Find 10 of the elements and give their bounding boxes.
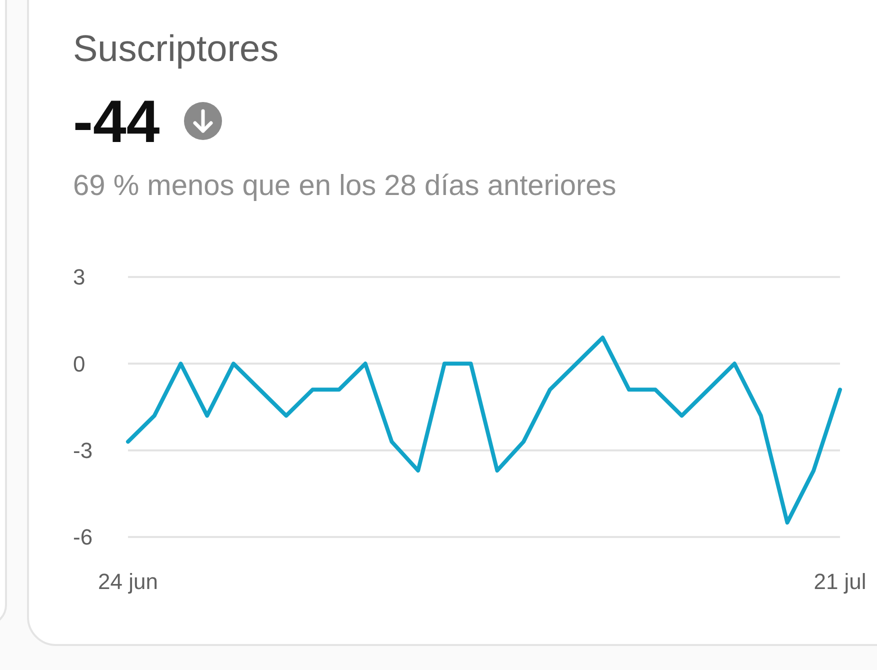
y-tick-label: -3	[73, 438, 93, 464]
y-tick-label: 0	[73, 351, 86, 376]
chart-title: Suscriptores	[73, 28, 279, 69]
y-tick-label: 3	[73, 264, 86, 290]
line-series	[126, 336, 842, 525]
y-tick-label: -6	[73, 524, 93, 550]
text: 69 % menos que en los 28 días anteriores	[73, 170, 616, 202]
x-tick-label: 24 jun	[98, 569, 158, 594]
x-tick-label: 21 jul	[814, 569, 866, 594]
chart-subtitle: -44	[73, 88, 160, 155]
